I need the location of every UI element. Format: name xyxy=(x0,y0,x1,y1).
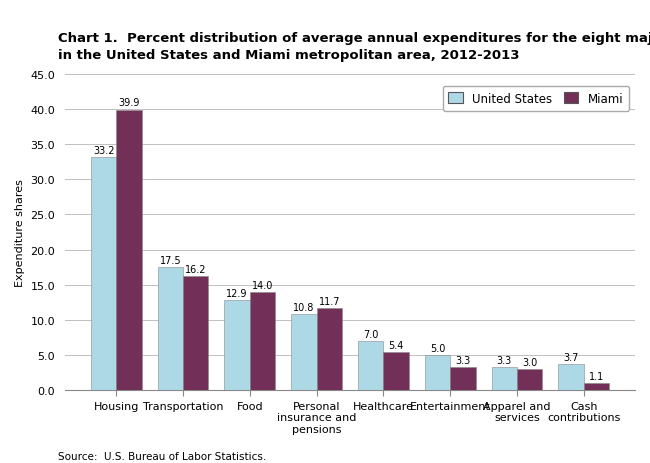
Text: 3.7: 3.7 xyxy=(564,352,578,363)
Bar xyxy=(224,300,250,391)
Text: 5.0: 5.0 xyxy=(430,344,445,353)
Text: 14.0: 14.0 xyxy=(252,280,273,290)
Bar xyxy=(358,341,384,391)
Bar xyxy=(450,368,476,391)
Bar xyxy=(517,369,542,391)
Bar xyxy=(116,110,142,391)
Bar xyxy=(158,268,183,391)
Bar xyxy=(291,315,317,391)
Bar xyxy=(425,356,450,391)
Bar xyxy=(584,383,609,391)
Text: 33.2: 33.2 xyxy=(93,145,114,155)
Text: 10.8: 10.8 xyxy=(293,303,315,313)
Bar xyxy=(91,157,116,391)
Text: 5.4: 5.4 xyxy=(389,341,404,350)
Text: 16.2: 16.2 xyxy=(185,265,207,275)
Text: 7.0: 7.0 xyxy=(363,329,378,339)
Text: 3.0: 3.0 xyxy=(522,357,538,368)
Bar xyxy=(558,365,584,391)
Bar xyxy=(183,277,209,391)
Text: 17.5: 17.5 xyxy=(160,256,181,266)
Text: 39.9: 39.9 xyxy=(118,98,140,108)
Text: 11.7: 11.7 xyxy=(318,296,340,307)
Text: 1.1: 1.1 xyxy=(589,371,604,381)
Text: 3.3: 3.3 xyxy=(497,356,512,365)
Legend: United States, Miami: United States, Miami xyxy=(443,87,629,112)
Bar xyxy=(491,368,517,391)
Y-axis label: Expenditure shares: Expenditure shares xyxy=(15,179,25,287)
Text: 3.3: 3.3 xyxy=(455,356,471,365)
Text: Chart 1.  Percent distribution of average annual expenditures for the eight majo: Chart 1. Percent distribution of average… xyxy=(58,32,650,63)
Bar xyxy=(384,353,409,391)
Bar xyxy=(250,292,275,391)
Bar xyxy=(317,308,342,391)
Text: Source:  U.S. Bureau of Labor Statistics.: Source: U.S. Bureau of Labor Statistics. xyxy=(58,450,266,461)
Text: 12.9: 12.9 xyxy=(226,288,248,298)
